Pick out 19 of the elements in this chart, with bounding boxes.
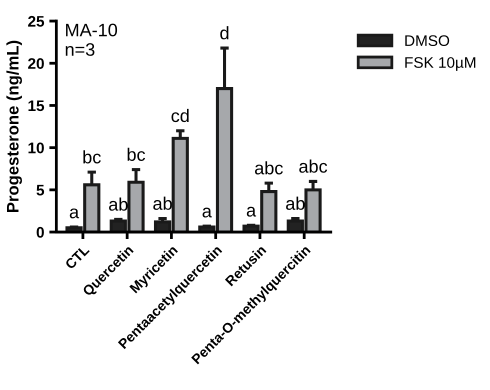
y-axis-title: Progesterone (ng/mL) <box>6 40 22 212</box>
y-tick-label: 15 <box>28 100 44 112</box>
legend-label: DMSO <box>405 35 450 46</box>
data-label: bc <box>128 148 146 161</box>
y-tick-label: 5 <box>36 184 44 196</box>
data-label: abc <box>255 161 283 174</box>
y-tick-label: 20 <box>28 58 44 69</box>
y-tick-label: 25 <box>28 16 44 27</box>
data-label: cd <box>172 108 189 122</box>
data-label: d <box>220 26 228 40</box>
data-label: a <box>202 208 212 218</box>
y-tick-label: 10 <box>28 142 44 154</box>
annotation: MA-10 n=3 <box>66 24 118 56</box>
data-label: abc <box>299 160 328 173</box>
legend-label: FSK 10µM <box>405 57 476 71</box>
y-tick-label: 0 <box>36 226 44 238</box>
data-label: a <box>246 206 256 217</box>
data-label: bc <box>83 150 101 164</box>
data-label: a <box>70 208 80 218</box>
